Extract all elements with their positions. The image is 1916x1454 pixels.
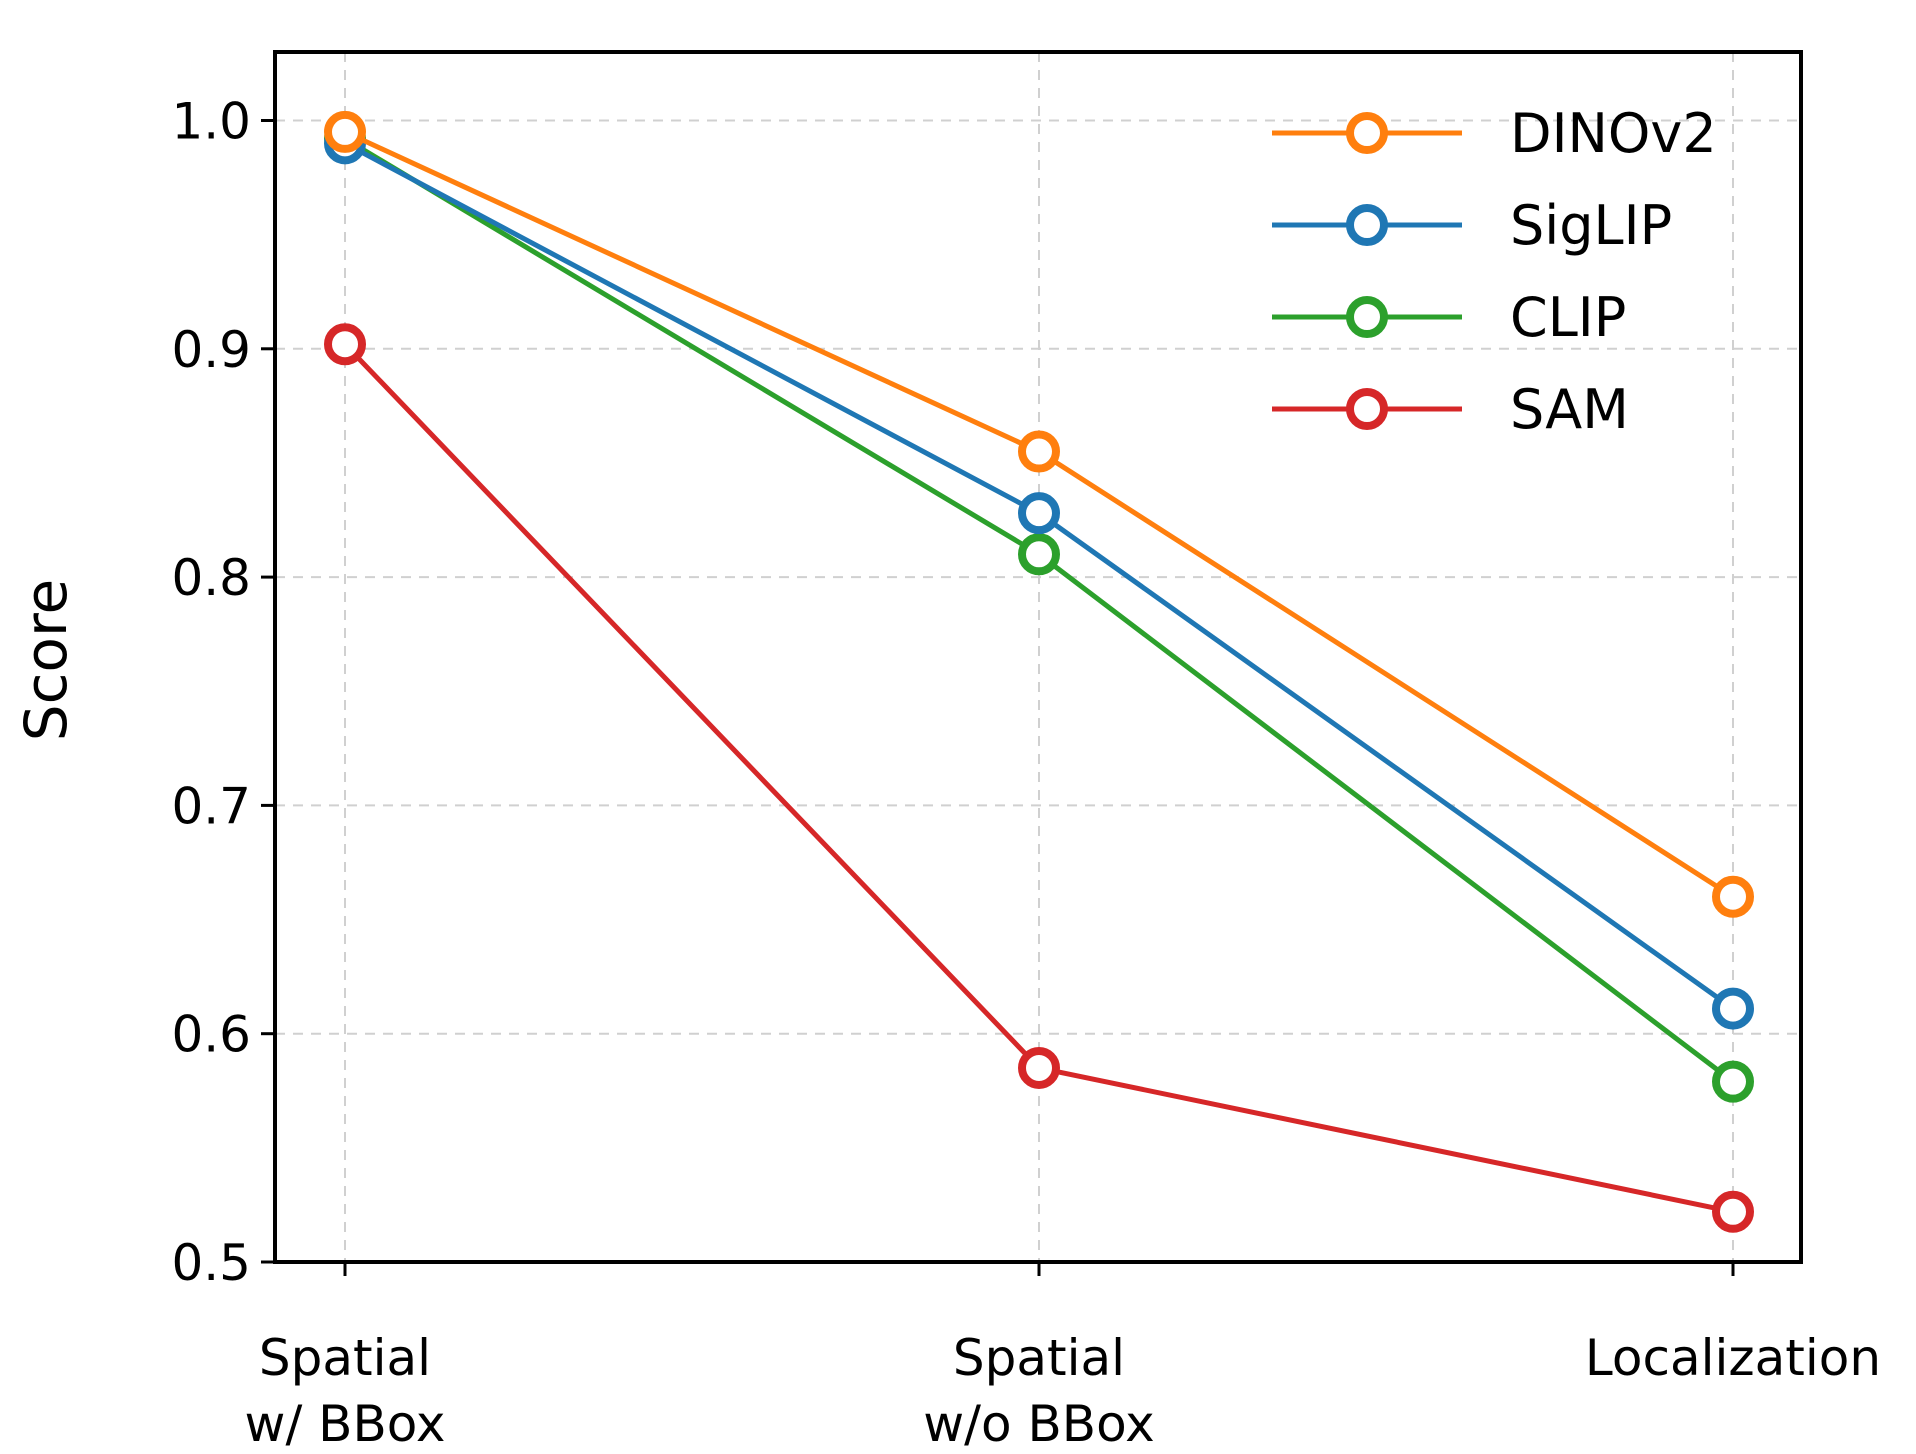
data-point-sam	[1712, 1190, 1754, 1233]
series-lines	[324, 110, 1754, 1233]
y-tick-label: 0.7	[171, 777, 251, 835]
legend-label-clip: CLIP	[1510, 286, 1626, 349]
y-tick-label: 0.9	[171, 321, 251, 379]
legend-marker	[1346, 204, 1388, 246]
data-point-dinov2	[324, 110, 366, 153]
y-tick-label: 0.8	[171, 549, 251, 607]
data-point-siglip	[1018, 492, 1060, 535]
data-point-dinov2	[1018, 430, 1060, 473]
x-tick-label: Spatial w/o BBox	[923, 1329, 1154, 1453]
legend-marker	[1346, 388, 1388, 430]
data-point-sam	[324, 323, 366, 366]
data-point-clip	[1018, 533, 1060, 576]
legend-label-sam: SAM	[1510, 378, 1629, 441]
x-tick-label: Spatial w/ BBox	[245, 1329, 446, 1453]
legend-marker	[1346, 296, 1388, 338]
y-tick-label: 0.5	[171, 1234, 251, 1292]
legend-label-siglip: SigLIP	[1510, 194, 1672, 257]
legend-marker	[1346, 112, 1388, 154]
legend-label-dinov2: DINOv2	[1510, 102, 1717, 165]
data-point-siglip	[1712, 987, 1754, 1030]
data-point-sam	[1018, 1046, 1060, 1089]
plot-frame	[273, 50, 1803, 1264]
data-point-dinov2	[1712, 875, 1754, 918]
y-axis-title: Score	[12, 579, 80, 741]
data-point-clip	[1712, 1060, 1754, 1103]
y-tick-label: 0.6	[171, 1006, 251, 1064]
legend: DINOv2 SigLIP CLIP SAM	[1272, 102, 1717, 441]
y-tick-label: 1.0	[171, 92, 251, 150]
axis-ticks: 0.5 0.6 0.7 0.8 0.9 1.0 Spatial w/ BBox Spatial w…	[171, 92, 1881, 1453]
x-tick-label: Localization	[1585, 1329, 1881, 1387]
